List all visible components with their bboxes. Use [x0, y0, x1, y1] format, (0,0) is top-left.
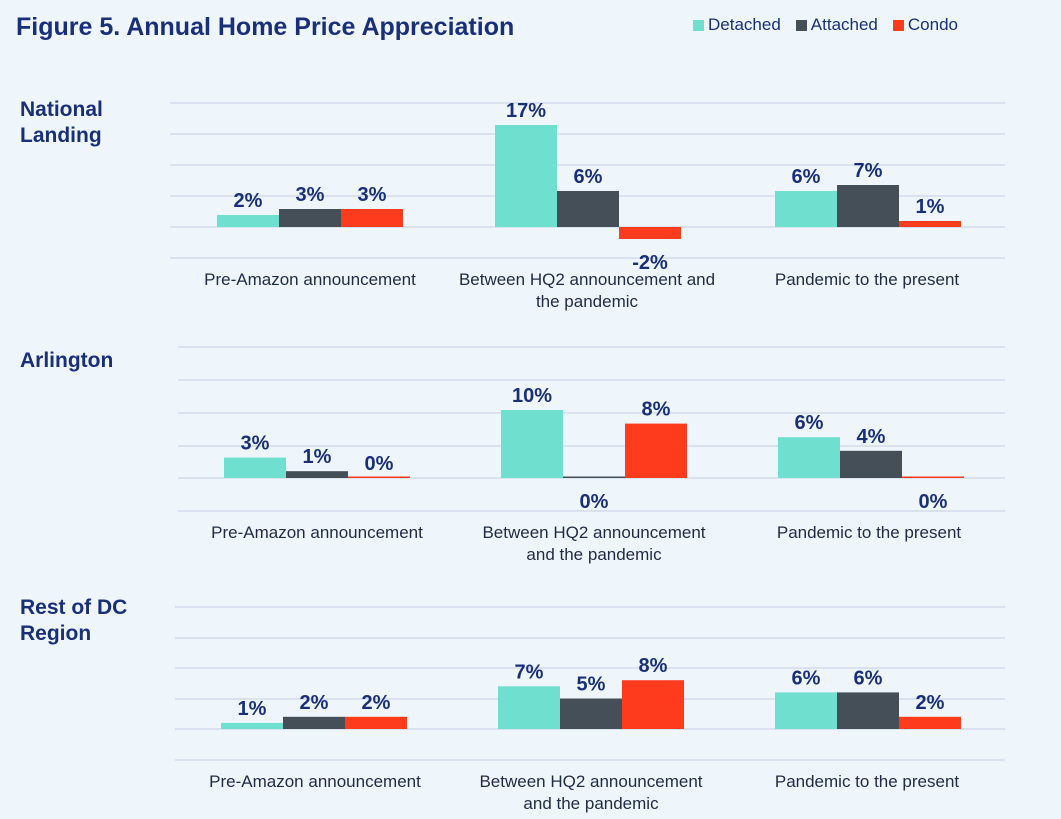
bar-detached-1-0 — [224, 457, 286, 478]
category-label-1-1: Between HQ2 announcement — [482, 523, 705, 542]
chart-title: Figure 5. Annual Home Price Appreciation — [16, 13, 515, 41]
data-label-attached-2-2: 6% — [854, 667, 883, 689]
data-label-attached-0-0: 3% — [296, 184, 325, 206]
legend-item-detached: Detached — [693, 15, 781, 35]
bar-detached-0-1 — [495, 125, 557, 227]
legend: Detached Attached Condo — [693, 15, 973, 35]
data-label-attached-2-1: 5% — [577, 674, 606, 696]
category-label-0-1-line2: the pandemic — [536, 292, 639, 311]
legend-swatch-detached — [693, 19, 704, 31]
data-label-detached-1-2: 6% — [795, 412, 824, 434]
bar-attached-0-2 — [837, 185, 899, 227]
data-label-condo-1-0: 0% — [365, 453, 394, 475]
data-label-detached-1-0: 3% — [241, 433, 270, 455]
bar-attached-2-1 — [560, 698, 622, 729]
data-label-condo-2-1: 8% — [639, 655, 668, 677]
data-label-attached-1-1: 0% — [580, 491, 609, 513]
data-label-condo-2-0: 2% — [362, 692, 391, 714]
bar-detached-2-0 — [221, 722, 283, 729]
category-label-1-2: Pandemic to the present — [777, 523, 962, 542]
bar-attached-2-2 — [837, 692, 899, 729]
legend-swatch-attached — [795, 19, 807, 31]
legend-item-attached: Attached — [795, 15, 878, 35]
category-label-0-0: Pre-Amazon announcement — [204, 270, 416, 289]
category-label-0-1: Between HQ2 announcement and — [459, 270, 715, 289]
bar-attached-0-1 — [557, 191, 619, 227]
bar-condo-0-0 — [341, 209, 403, 227]
data-label-attached-0-1: 6% — [574, 166, 603, 188]
bar-condo-2-2 — [899, 716, 961, 729]
data-label-condo-1-2: 0% — [919, 491, 948, 513]
category-label-2-1-line2: and the pandemic — [523, 794, 659, 813]
legend-label-detached: Detached — [708, 15, 781, 34]
legend-label-attached: Attached — [810, 15, 878, 34]
panel-title-arlington: Arlington — [20, 349, 114, 372]
bar-condo-0-1 — [619, 227, 681, 239]
bar-detached-2-1 — [498, 686, 560, 729]
data-label-condo-0-2: 1% — [916, 196, 945, 218]
bar-detached-0-2 — [775, 191, 837, 227]
bar-condo-2-1 — [622, 680, 684, 729]
bar-attached-0-0 — [279, 209, 341, 227]
data-label-condo-1-1: 8% — [642, 399, 671, 421]
data-label-attached-0-2: 7% — [854, 160, 883, 182]
legend-item-condo: Condo — [892, 15, 958, 35]
bar-condo-1-2 — [902, 476, 964, 478]
bar-condo-0-2 — [899, 221, 961, 227]
category-label-0-2: Pandemic to the present — [775, 270, 960, 289]
bar-detached-1-2 — [778, 437, 840, 478]
panel-title-national-landing: National Landing — [20, 98, 103, 147]
bar-attached-1-0 — [286, 471, 348, 478]
bar-attached-1-1 — [563, 476, 625, 478]
data-label-condo-0-1: -2% — [632, 252, 668, 274]
data-label-detached-2-2: 6% — [792, 667, 821, 689]
legend-swatch-condo — [892, 19, 904, 31]
data-label-detached-0-2: 6% — [792, 166, 821, 188]
bar-condo-2-0 — [345, 716, 407, 729]
data-label-detached-0-1: 17% — [506, 100, 546, 122]
bar-detached-2-2 — [775, 692, 837, 729]
data-label-detached-1-1: 10% — [512, 385, 552, 407]
bar-attached-2-0 — [283, 716, 345, 729]
bar-condo-1-1 — [625, 423, 687, 478]
bar-attached-1-2 — [840, 450, 902, 478]
legend-label-condo: Condo — [907, 15, 958, 34]
data-label-condo-2-2: 2% — [916, 692, 945, 714]
bar-detached-0-0 — [217, 215, 279, 227]
data-label-detached-0-0: 2% — [234, 190, 263, 212]
data-label-detached-2-0: 1% — [238, 698, 267, 720]
panel-title-rest-of-dc: Rest of DC Region — [20, 596, 128, 645]
bar-condo-1-0 — [348, 476, 410, 478]
bar-detached-1-1 — [501, 410, 563, 478]
category-label-2-2: Pandemic to the present — [775, 772, 960, 791]
data-label-attached-2-0: 2% — [300, 692, 329, 714]
data-label-detached-2-1: 7% — [515, 661, 544, 683]
category-label-1-0: Pre-Amazon announcement — [211, 523, 423, 542]
category-label-2-0: Pre-Amazon announcement — [209, 772, 421, 791]
data-label-attached-1-0: 1% — [303, 446, 332, 468]
data-label-attached-1-2: 4% — [857, 426, 886, 448]
category-label-2-1: Between HQ2 announcement — [479, 772, 702, 791]
category-label-1-1-line2: and the pandemic — [526, 545, 662, 564]
data-label-condo-0-0: 3% — [358, 184, 387, 206]
